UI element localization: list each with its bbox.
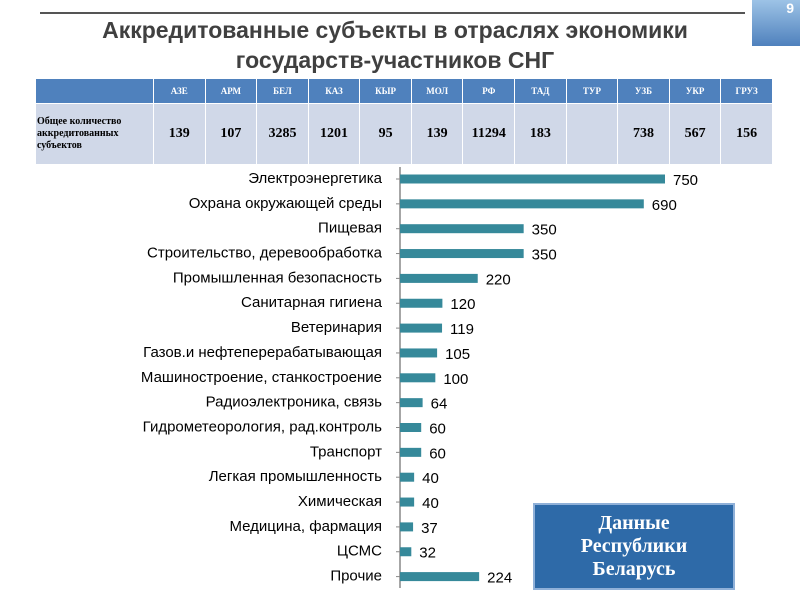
- value-label: 120: [450, 296, 475, 313]
- cell: 156: [720, 103, 773, 165]
- bar: [400, 174, 665, 184]
- category-label: Прочие: [330, 568, 382, 585]
- bar: [400, 273, 478, 283]
- category-label: Транспорт: [310, 443, 382, 460]
- row-label: Общее количество аккредитованных субъект…: [35, 103, 154, 165]
- category-label: Промышленная безопасность: [173, 269, 382, 286]
- category-label: Санитарная гигиена: [241, 294, 383, 311]
- value-label: 40: [422, 495, 439, 512]
- header-cell: АЗЕ: [153, 78, 206, 104]
- table: АЗЕ АРМ БЕЛ КАЗ КЫР МОЛ РФ ТАД ТУР УЗБ УКР ГРУЗ Общ…: [35, 78, 773, 165]
- header-cell: АРМ: [204, 78, 258, 104]
- value-label: 100: [443, 371, 468, 388]
- value-label: 105: [445, 346, 470, 363]
- cell: 3285: [256, 103, 309, 165]
- cell: [565, 103, 619, 165]
- bar: [400, 298, 443, 308]
- bar: [400, 547, 412, 557]
- title-line: государств-участников СНГ: [235, 47, 555, 73]
- note: Данные Республики Беларусь: [533, 503, 735, 590]
- value-label: 64: [431, 396, 448, 413]
- title-line: Аккредитованные субъекты в отраслях экон…: [102, 17, 688, 43]
- category-label: Медицина, фармация: [229, 518, 382, 535]
- cell: 139: [410, 103, 464, 165]
- value-label: 60: [429, 420, 446, 437]
- category-label: Газов.и нефтеперерабатывающая: [143, 344, 382, 361]
- value-label: 60: [429, 445, 446, 462]
- category-label: Строительство, деревообработка: [147, 245, 383, 262]
- header-cell: УЗБ: [617, 78, 670, 104]
- bar: [400, 398, 423, 408]
- bar: [400, 199, 644, 209]
- category-label: Машиностроение, станкостроение: [141, 369, 382, 386]
- value-label: 750: [673, 172, 698, 189]
- header-cell: МОЛ: [410, 78, 464, 104]
- bar: [400, 572, 480, 582]
- bar: [400, 323, 443, 333]
- value-label: 40: [422, 470, 439, 487]
- cell: 738: [617, 103, 670, 165]
- value-label: 690: [652, 197, 677, 214]
- bar: [400, 522, 414, 532]
- header-cell: ТУР: [565, 78, 619, 104]
- category-label: Пищевая: [318, 220, 382, 237]
- bar: [400, 447, 422, 457]
- category-label: Легкая промышленность: [209, 468, 382, 485]
- value-label: 37: [421, 520, 438, 537]
- bar: [400, 249, 524, 259]
- value-label: 350: [532, 247, 557, 264]
- cell: 567: [668, 103, 722, 165]
- header-cell: РФ: [462, 78, 516, 104]
- bar: [400, 423, 422, 432]
- cell: 183: [514, 103, 567, 165]
- bar: [400, 472, 415, 482]
- category-label: Химическая: [298, 493, 382, 510]
- cell: 107: [204, 103, 258, 165]
- value-label: 350: [532, 222, 557, 239]
- cell: 95: [359, 103, 412, 165]
- bar: [400, 348, 438, 358]
- value-label: 220: [486, 271, 511, 288]
- category-label: Гидрометеорология, рад.контроль: [143, 418, 383, 435]
- category-label: Ветеринария: [291, 319, 382, 336]
- category-label: ЦСМС: [337, 543, 382, 560]
- header-cell: БЕЛ: [256, 78, 309, 104]
- cell: 139: [153, 103, 206, 165]
- category-label: Радиоэлектроника, связь: [206, 394, 383, 411]
- slide-number: 9: [752, 0, 800, 46]
- rule: [40, 12, 745, 14]
- header-cell: КАЗ: [307, 78, 361, 104]
- header-cell: ГРУЗ: [720, 78, 773, 104]
- bar: [400, 497, 415, 507]
- value-label: 224: [487, 570, 512, 587]
- header-cell: УКР: [668, 78, 722, 104]
- category-label: Охрана окружающей среды: [189, 195, 382, 212]
- header-cell: КЫР: [359, 78, 412, 104]
- category-label: Электроэнергетика: [248, 170, 382, 187]
- value-label: 32: [419, 545, 436, 562]
- bar: [400, 373, 436, 383]
- bar: [400, 224, 524, 234]
- value-label: 119: [450, 321, 474, 338]
- cell: 11294: [462, 103, 516, 165]
